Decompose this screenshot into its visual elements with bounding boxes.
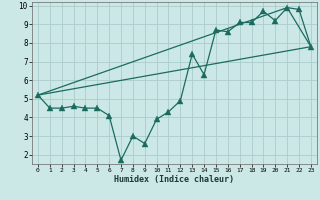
X-axis label: Humidex (Indice chaleur): Humidex (Indice chaleur) (115, 175, 234, 184)
